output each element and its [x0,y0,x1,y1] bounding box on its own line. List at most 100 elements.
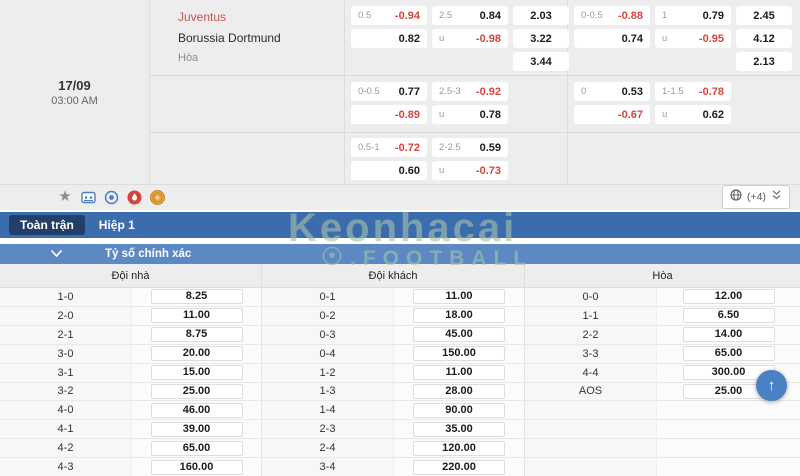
home-team-name[interactable]: Juventus [178,10,227,24]
handicap-odds-box[interactable]: -0.67 [574,105,650,124]
handicap-odds-box[interactable]: 0.60 [351,161,427,180]
favorite-star-icon[interactable]: ★ [58,188,72,205]
teams-cell [150,133,345,184]
score-odds-box[interactable]: 8.25 [150,289,243,305]
tab-full-match[interactable]: Toàn trận [9,215,85,235]
tab-first-half[interactable]: Hiệp 1 [98,218,135,232]
score-odds-box[interactable]: 12.00 [682,289,775,305]
score-odds-box[interactable]: 11.00 [150,308,243,324]
under-odds-box[interactable]: u 0.78 [432,105,508,124]
more-bookmakers-button[interactable]: (+4) [722,185,790,209]
odds-value: -0.73 [475,164,501,177]
score-odds-box[interactable]: 28.00 [413,383,505,399]
score-label: 1-1 [525,306,657,325]
score-odds-box[interactable]: 300.00 [682,365,775,381]
total-line: u [439,109,445,120]
over-odds-box[interactable]: 1 0.79 [655,6,731,25]
handicap-odds-box[interactable]: 0.5-1 -0.72 [351,138,427,157]
match-date: 17/09 [58,77,91,93]
score-odds-box[interactable]: 90.00 [413,402,505,418]
score-odds-box[interactable]: 45.00 [413,327,505,343]
scroll-to-top-button[interactable]: ↑ [756,370,787,401]
match-time: 03:00 AM [51,94,98,107]
total-line: u [439,33,445,44]
score-label: 2-0 [0,306,132,325]
match-toolbar: ★ (+4) [0,185,800,209]
stats-icon[interactable] [80,189,96,205]
score-label: 2-2 [525,325,657,344]
odds-value: -0.92 [475,85,501,98]
score-odds-box[interactable]: 25.00 [682,383,775,399]
chevron-down-icon [50,245,63,263]
correct-score-section-header[interactable]: Tỷ số chính xác [0,244,800,264]
score-odds-box[interactable]: 220.00 [413,459,505,475]
1x2-odds-box[interactable]: 4.12 [736,29,792,48]
score-row: 3-0 20.00 0-4 150.00 3-3 65.00 [0,344,800,364]
teams-cell [150,76,345,132]
1x2-odds-box[interactable]: 3.22 [513,29,569,48]
score-odds-box[interactable]: 11.00 [413,289,505,305]
over-under-column: 1-1.5 -0.78 u 0.62 [655,82,731,132]
score-odds-box[interactable]: 150.00 [413,346,505,362]
score-odds-box[interactable]: 160.00 [150,459,243,475]
teams-cell: Juventus Borussia Dortmund Hòa [150,0,345,75]
odds-value: -0.88 [617,9,643,22]
handicap-odds-box[interactable]: 0.74 [574,29,650,48]
score-label [525,401,657,420]
over-odds-box[interactable]: 1-1.5 -0.78 [655,82,731,101]
coin-icon[interactable] [149,189,165,205]
handicap-odds-box[interactable]: -0.89 [351,105,427,124]
handicap-line: 0-0.5 [581,10,603,21]
score-odds-box[interactable]: 6.50 [682,308,775,324]
score-odds-box[interactable]: 11.00 [413,365,505,381]
fire-icon[interactable] [126,189,142,205]
score-odds-box[interactable]: 39.00 [150,421,243,437]
score-odds-box[interactable]: 65.00 [682,346,775,362]
score-odds-box[interactable]: 8.75 [150,327,243,343]
handicap-column: 0.5-1 -0.72 0.60 [351,138,427,184]
score-odds-box[interactable]: 65.00 [150,440,243,456]
over-odds-box[interactable]: 2.5-3 -0.92 [432,82,508,101]
score-odds-box[interactable]: 46.00 [150,402,243,418]
total-line: 2.5 [439,10,453,21]
score-odds-box[interactable]: 35.00 [413,421,505,437]
handicap-odds-box[interactable]: 0 0.53 [574,82,650,101]
handicap-line: 0.5 [358,10,372,21]
1x2-odds-box[interactable]: 2.03 [513,6,569,25]
score-label: 1-0 [0,288,132,306]
match-datetime: 17/09 03:00 AM [0,0,150,184]
score-odds-box[interactable]: 120.00 [413,440,505,456]
handicap-odds-box[interactable]: 0.5 -0.94 [351,6,427,25]
handicap-odds-box[interactable]: 0.82 [351,29,427,48]
over-odds-box[interactable]: 2.5 0.84 [432,6,508,25]
score-odds-box[interactable]: 25.00 [150,383,243,399]
1x2-odds-box[interactable]: 2.45 [736,6,792,25]
score-odds-box[interactable]: 14.00 [682,327,775,343]
handicap-odds-box[interactable]: 0-0.5 -0.88 [574,6,650,25]
odds-value: -0.94 [394,9,420,22]
1x2-odds-box[interactable]: 2.13 [736,52,792,71]
score-table-header: Đội nhà Đội khách Hòa [0,264,800,288]
under-odds-box[interactable]: u -0.95 [655,29,731,48]
handicap-odds-box[interactable]: 0-0.5 0.77 [351,82,427,101]
score-label: 3-2 [0,382,132,401]
1x2-odds-box[interactable]: 3.44 [513,52,569,71]
odds-value: 3.22 [530,32,552,45]
away-team-name[interactable]: Borussia Dortmund [178,31,281,45]
odds-value: 0.59 [479,141,501,154]
over-under-column: 2.5 0.84 u -0.98 [432,6,508,75]
over-odds-box[interactable]: 2-2.5 0.59 [432,138,508,157]
under-odds-box[interactable]: u -0.98 [432,29,508,48]
handicap-line: 0 [581,86,587,97]
handicap-column: 0-0.5 -0.88 0.74 [574,6,650,75]
under-odds-box[interactable]: u -0.73 [432,161,508,180]
total-line: u [662,33,668,44]
under-odds-box[interactable]: u 0.62 [655,105,731,124]
over-under-column: 1 0.79 u -0.95 [655,6,731,75]
score-odds-box[interactable]: 18.00 [413,308,505,324]
score-odds-box[interactable]: 20.00 [150,346,243,362]
odds-value: 3.44 [530,55,552,68]
target-icon[interactable] [103,189,119,205]
score-odds-box[interactable]: 15.00 [150,365,243,381]
